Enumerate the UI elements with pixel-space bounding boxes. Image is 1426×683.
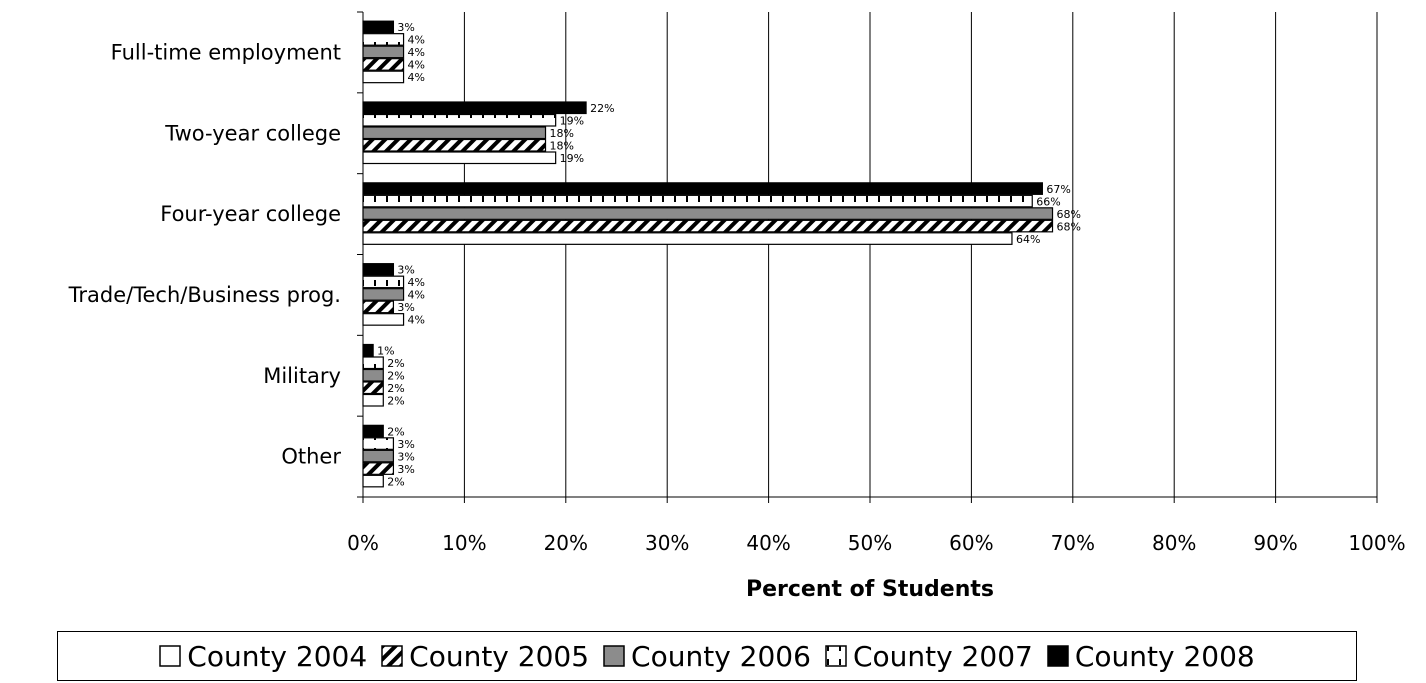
legend-swatch xyxy=(159,645,182,667)
bar xyxy=(362,356,384,370)
legend-label: County 2006 xyxy=(631,639,811,673)
data-label: 68% xyxy=(1057,208,1081,221)
x-tick-label: 30% xyxy=(645,531,689,555)
x-tick-label: 100% xyxy=(1348,531,1405,555)
data-label: 2% xyxy=(387,475,404,488)
bar xyxy=(362,424,384,438)
legend-swatch xyxy=(825,645,847,667)
bar xyxy=(362,449,395,463)
data-label: 4% xyxy=(408,46,425,59)
legend-item: County 2005 xyxy=(381,640,589,673)
category-label: Trade/Tech/Business prog. xyxy=(68,283,341,307)
x-tick-label: 40% xyxy=(746,531,790,555)
data-label: 2% xyxy=(387,382,404,395)
legend-label: County 2008 xyxy=(1074,639,1255,673)
bar xyxy=(362,263,395,276)
data-label: 2% xyxy=(387,395,404,408)
data-label: 19% xyxy=(560,152,584,165)
bar xyxy=(362,393,384,407)
x-tick-label: 70% xyxy=(1051,531,1095,555)
axes xyxy=(357,11,1378,503)
legend-swatch xyxy=(381,645,403,667)
data-label: 4% xyxy=(408,276,425,289)
bar xyxy=(362,45,405,59)
x-tick-label: 20% xyxy=(544,531,588,555)
bar xyxy=(362,113,557,127)
data-label: 67% xyxy=(1046,183,1070,196)
data-label: 3% xyxy=(397,463,414,476)
bar xyxy=(362,232,1013,245)
bar xyxy=(362,462,395,475)
bar xyxy=(362,58,405,71)
legend-item: County 2008 xyxy=(1047,640,1255,673)
bar xyxy=(362,474,384,488)
legend-swatch xyxy=(603,645,625,667)
labels: 0% 10% 20% 30% 40% 50% 60% 70% 80% 90% 100% Full-ti… xyxy=(68,21,1406,555)
x-tick-label: 60% xyxy=(949,531,993,555)
bar xyxy=(362,368,384,382)
bar xyxy=(362,381,384,395)
data-label: 2% xyxy=(387,357,404,370)
bar xyxy=(362,300,395,314)
grid-lines xyxy=(463,12,1378,497)
bar xyxy=(362,20,395,34)
legend-item: County 2007 xyxy=(825,640,1033,673)
bar xyxy=(362,33,405,46)
x-tick-label: 80% xyxy=(1152,531,1196,555)
data-label: 4% xyxy=(408,314,425,327)
category-label: Full-time employment xyxy=(111,40,341,64)
category-label: Four-year college xyxy=(160,202,341,226)
legend: County 2004 County 2005 County 2006 County … xyxy=(57,631,1357,681)
data-label: 3% xyxy=(397,21,414,34)
category-label: Other xyxy=(281,445,341,469)
bar xyxy=(362,182,1043,195)
data-label: 4% xyxy=(408,289,425,302)
data-label: 19% xyxy=(560,115,584,128)
bar xyxy=(362,288,405,301)
data-label: 18% xyxy=(550,140,574,153)
bar xyxy=(362,219,1054,233)
data-label: 3% xyxy=(397,264,414,277)
legend-label: County 2007 xyxy=(852,639,1033,673)
bar-chart: 0% 10% 20% 30% 40% 50% 60% 70% 80% 90% 100% Full-ti… xyxy=(68,11,1406,602)
bars xyxy=(362,20,1054,488)
legend-item: County 2004 xyxy=(159,640,367,673)
bar xyxy=(362,101,587,115)
bar xyxy=(362,275,405,289)
data-label: 64% xyxy=(1016,233,1040,246)
data-label: 18% xyxy=(550,127,574,140)
bar xyxy=(362,194,1033,208)
data-label: 4% xyxy=(408,34,425,47)
data-label: 2% xyxy=(387,370,404,383)
data-label: 3% xyxy=(397,450,414,463)
legend-label: County 2004 xyxy=(187,639,368,673)
legend-label: County 2005 xyxy=(409,639,590,673)
x-axis-title: Percent of Students xyxy=(746,577,994,602)
bar xyxy=(362,437,395,450)
bar xyxy=(362,151,557,165)
data-label: 4% xyxy=(408,59,425,72)
bar xyxy=(362,138,547,152)
x-tick-label: 50% xyxy=(848,531,892,555)
data-label: 3% xyxy=(397,438,414,451)
category-label: Military xyxy=(263,364,341,388)
data-label: 22% xyxy=(590,102,614,115)
x-tick-label: 0% xyxy=(347,531,379,555)
data-label: 68% xyxy=(1057,220,1081,233)
bar xyxy=(362,313,405,326)
bar xyxy=(362,126,547,140)
data-label: 1% xyxy=(377,345,394,358)
bar xyxy=(362,343,374,357)
x-tick-label: 90% xyxy=(1253,531,1297,555)
bar xyxy=(362,70,405,84)
data-label: 66% xyxy=(1036,195,1060,208)
bar xyxy=(362,207,1054,220)
data-label: 2% xyxy=(387,425,404,438)
legend-item: County 2006 xyxy=(603,640,811,673)
x-tick-label: 10% xyxy=(442,531,486,555)
legend-swatch xyxy=(1047,645,1069,667)
data-label: 4% xyxy=(408,71,425,84)
category-label: Two-year college xyxy=(164,121,341,145)
data-label: 3% xyxy=(397,301,414,314)
